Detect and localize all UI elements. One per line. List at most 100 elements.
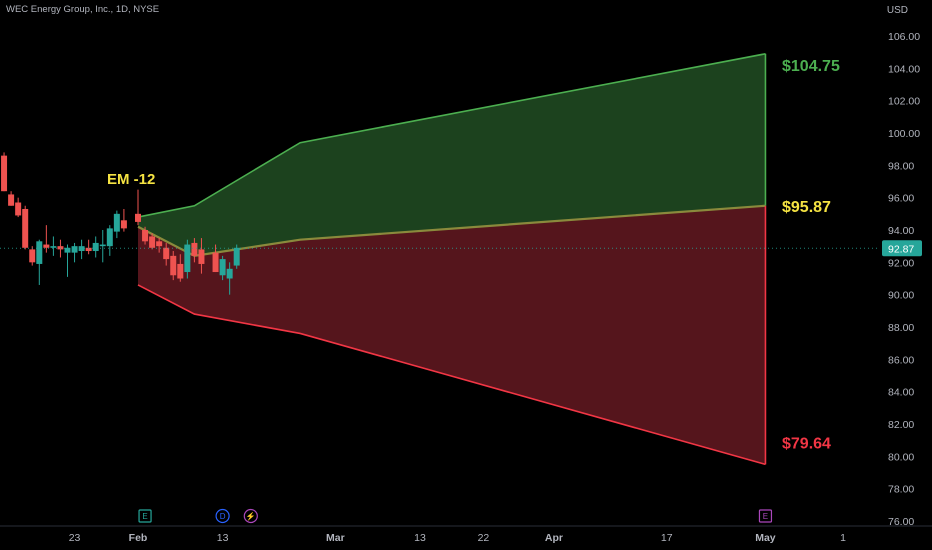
candle <box>8 191 15 206</box>
marker-letter: ⚡ <box>246 511 256 521</box>
candle <box>191 238 198 263</box>
candle-body <box>198 249 205 264</box>
candle-body <box>219 259 226 276</box>
candle <box>22 205 29 250</box>
x-tick-label: Apr <box>545 532 563 544</box>
y-tick-label: 96.00 <box>888 193 914 205</box>
x-tick-label: 22 <box>478 532 490 544</box>
y-tick-label: 106.00 <box>888 31 920 43</box>
candle-body <box>8 194 15 206</box>
candle <box>170 251 177 281</box>
x-tick-label: 17 <box>661 532 673 544</box>
candle <box>64 244 71 277</box>
candle-body <box>43 244 50 248</box>
currency-label: USD <box>886 5 908 16</box>
upper-target-label: $104.75 <box>782 58 840 75</box>
candle <box>85 239 92 255</box>
chart-title: WEC Energy Group, Inc., 1D, NYSE <box>6 4 160 15</box>
candle-body <box>156 241 163 247</box>
x-tick-label: May <box>755 532 776 544</box>
candle <box>219 255 226 281</box>
candle <box>120 208 127 232</box>
candle-body <box>50 246 57 248</box>
marker-letter: E <box>763 512 768 521</box>
y-tick-label: 98.00 <box>888 160 914 172</box>
candle <box>106 225 113 256</box>
x-tick-label: Mar <box>326 532 345 544</box>
candle <box>226 262 233 295</box>
candle-body <box>120 220 127 229</box>
y-tick-label: 88.00 <box>888 322 914 334</box>
y-tick-label: 90.00 <box>888 290 914 302</box>
y-tick-label: 82.00 <box>888 419 914 431</box>
candle <box>184 239 191 279</box>
mid-target-label: $95.87 <box>782 199 831 216</box>
x-tick-label: Feb <box>129 532 148 544</box>
event-markers: E D ⚡ E <box>138 508 773 524</box>
candle-body <box>92 242 99 252</box>
earnings-future-marker: E <box>758 509 773 523</box>
x-tick-label: 1 <box>840 532 846 544</box>
candle-body <box>29 249 36 263</box>
candle <box>29 246 36 266</box>
candle <box>156 238 163 253</box>
candle-body <box>64 247 71 253</box>
lower-target-label: $79.64 <box>782 435 831 452</box>
candle-body <box>99 244 106 247</box>
candle <box>43 225 50 253</box>
y-axis: 76.00 78.00 80.00 82.00 84.00 86.00 88.00 90.00… <box>888 31 920 528</box>
upper-band-line <box>137 52 766 218</box>
y-tick-label: 100.00 <box>888 128 920 140</box>
candle-body <box>233 247 240 266</box>
middle-band-line <box>137 204 766 258</box>
candle-body <box>170 255 177 276</box>
last-price-label: 92.87 <box>888 243 914 255</box>
candle-body <box>1 155 8 192</box>
candlesticks <box>1 152 240 295</box>
x-tick-label: 13 <box>217 532 229 544</box>
candle <box>212 244 219 273</box>
y-tick-label: 92.00 <box>888 257 914 269</box>
upper-band-fill <box>138 53 766 256</box>
candle <box>113 210 120 239</box>
last-price-tag: 92.87 <box>0 240 922 257</box>
candle-body <box>71 246 78 253</box>
candle-body <box>142 230 149 242</box>
candle <box>142 226 149 245</box>
dividend-marker: D <box>215 508 230 524</box>
annotations: EM -12 $104.75 $95.87 $79.64 <box>107 58 840 453</box>
expected-move-bands <box>137 52 767 466</box>
y-tick-label: 104.00 <box>888 63 920 75</box>
candle-body <box>191 242 198 256</box>
candle-body <box>184 244 191 273</box>
candle-body <box>36 241 43 264</box>
em-label: EM -12 <box>107 171 155 188</box>
y-tick-label: 76.00 <box>888 516 914 528</box>
candle <box>92 236 99 258</box>
x-tick-label: 23 <box>69 532 81 544</box>
candle-body <box>113 213 120 232</box>
candle <box>99 230 106 263</box>
candle-body <box>106 228 113 247</box>
candle-body <box>226 268 233 279</box>
candle-body <box>135 213 141 222</box>
candle <box>177 254 184 282</box>
lower-band-fill <box>138 205 766 465</box>
marker-letter: E <box>142 512 147 521</box>
x-tick-label: 13 <box>414 532 426 544</box>
candle <box>36 239 43 285</box>
candle-body <box>149 236 156 248</box>
candle <box>149 233 156 250</box>
y-tick-label: 94.00 <box>888 225 914 237</box>
candle <box>78 239 85 260</box>
candle <box>15 197 22 218</box>
candle-body <box>85 247 92 252</box>
marker-shape <box>138 509 152 523</box>
marker-shape <box>758 509 773 523</box>
candle <box>50 236 57 256</box>
candle <box>135 189 141 226</box>
y-tick-label: 86.00 <box>888 354 914 366</box>
split-marker: ⚡ <box>243 508 258 524</box>
candle-body <box>22 208 29 248</box>
